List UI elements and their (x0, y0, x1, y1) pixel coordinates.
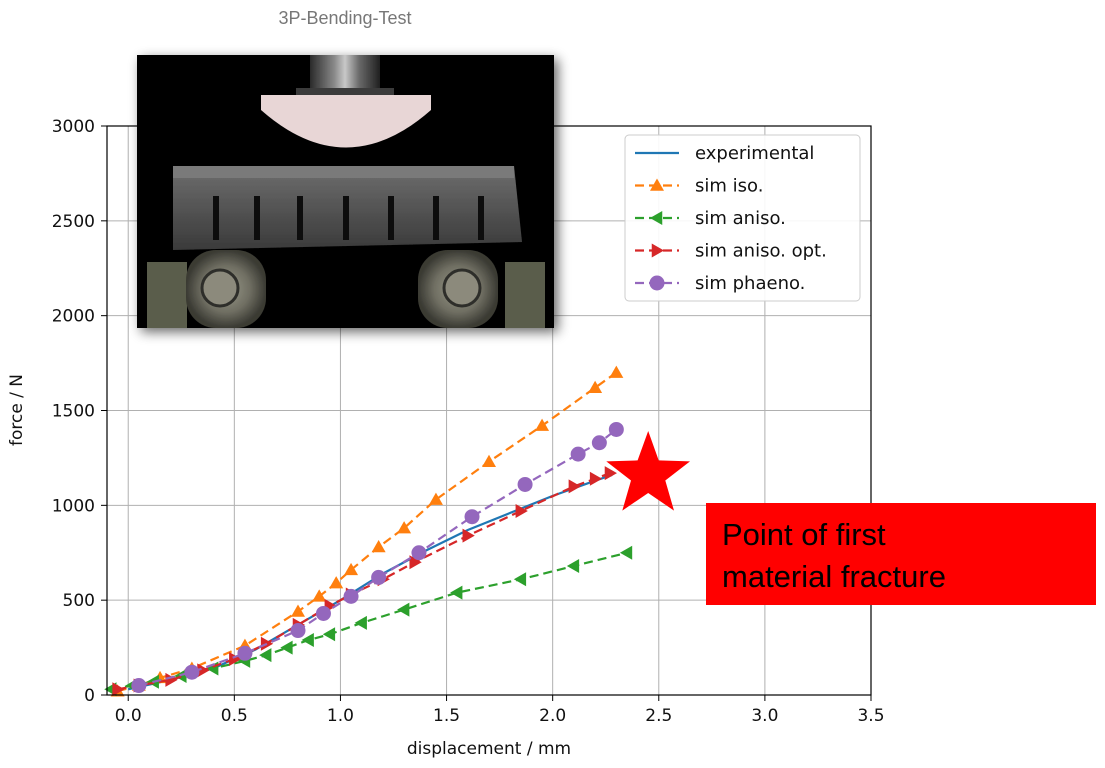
callout-line-2: material fracture (722, 559, 946, 594)
data-point (343, 588, 359, 604)
data-point (322, 627, 336, 642)
data-point (354, 615, 367, 630)
data-point (371, 540, 386, 553)
data-point (619, 545, 633, 560)
y-axis-title: force / N (7, 374, 27, 446)
series-4 (131, 421, 624, 694)
data-point (513, 572, 527, 587)
data-point (165, 672, 178, 687)
y-tick-label: 2500 (52, 212, 95, 232)
data-point (184, 664, 200, 680)
data-point (462, 528, 475, 543)
legend-label: sim iso. (695, 176, 763, 197)
ticks: 0.0 0.5 1.0 1.5 2.0 2.5 3.0 3.5 0 500 1000 1500 2000… (52, 117, 885, 726)
data-point (237, 645, 253, 661)
series-line (117, 371, 617, 693)
data-point (609, 365, 624, 378)
data-point (112, 682, 125, 697)
data-point (450, 585, 463, 600)
data-point (604, 466, 617, 481)
data-point (608, 421, 624, 437)
y-tick-label: 500 (63, 591, 95, 611)
data-point (568, 479, 581, 494)
legend-marker (650, 211, 663, 225)
y-tick-label: 1500 (52, 402, 95, 422)
data-point (515, 504, 528, 519)
data-point (409, 555, 422, 570)
data-point (260, 636, 274, 651)
data-point (566, 559, 580, 574)
data-point (312, 589, 327, 602)
legend-label: sim phaeno. (695, 273, 805, 294)
legend-marker (649, 275, 665, 291)
y-tick-label: 0 (84, 686, 95, 706)
data-point (428, 492, 443, 505)
series-layer (104, 365, 633, 697)
data-point (301, 632, 314, 647)
data-point (570, 446, 586, 462)
data-point (131, 678, 147, 694)
x-tick-label: 3.0 (751, 706, 778, 726)
data-point (344, 562, 359, 576)
data-point (329, 576, 344, 589)
data-point (371, 569, 387, 585)
legend: experimental sim iso. sim aniso. sim aniso.… (624, 134, 861, 302)
y-tick-label: 3000 (52, 117, 95, 137)
legend-label: sim aniso. (695, 208, 786, 229)
x-tick-label: 1.5 (433, 706, 460, 726)
legend-label: sim aniso. opt. (695, 241, 827, 262)
data-point (535, 418, 550, 431)
data-point (197, 663, 210, 678)
callout-box (706, 503, 1096, 605)
x-tick-label: 0.5 (221, 706, 248, 726)
data-point (464, 509, 480, 525)
legend-marker (651, 243, 664, 258)
y-tick-label: 1000 (52, 496, 95, 516)
x-tick-label: 2.0 (539, 706, 566, 726)
x-tick-label: 0.0 (115, 706, 142, 726)
x-axis-title: displacement / mm (407, 739, 571, 759)
fracture-star-icon (606, 431, 690, 511)
data-point (315, 605, 331, 621)
y-tick-label: 2000 (52, 307, 95, 327)
bending-test-photo (137, 55, 554, 328)
legend-label: experimental (695, 143, 814, 164)
data-point (482, 454, 496, 467)
data-point (517, 476, 533, 492)
callout-line-1: Point of first (722, 517, 886, 552)
x-tick-label: 1.0 (327, 706, 354, 726)
data-point (229, 651, 242, 666)
data-point (589, 471, 603, 486)
data-point (397, 521, 412, 534)
data-point (411, 545, 427, 561)
data-point (591, 435, 607, 451)
x-tick-label: 3.5 (857, 706, 884, 726)
data-point (397, 602, 410, 617)
x-tick-label: 2.5 (645, 706, 672, 726)
data-point (291, 604, 305, 617)
heading: 3P-Bending-Test (278, 8, 411, 28)
data-point (280, 640, 293, 655)
data-point (290, 623, 306, 639)
legend-marker (650, 178, 664, 191)
data-point (588, 380, 603, 393)
legend-box (624, 134, 861, 302)
data-point (259, 648, 272, 663)
